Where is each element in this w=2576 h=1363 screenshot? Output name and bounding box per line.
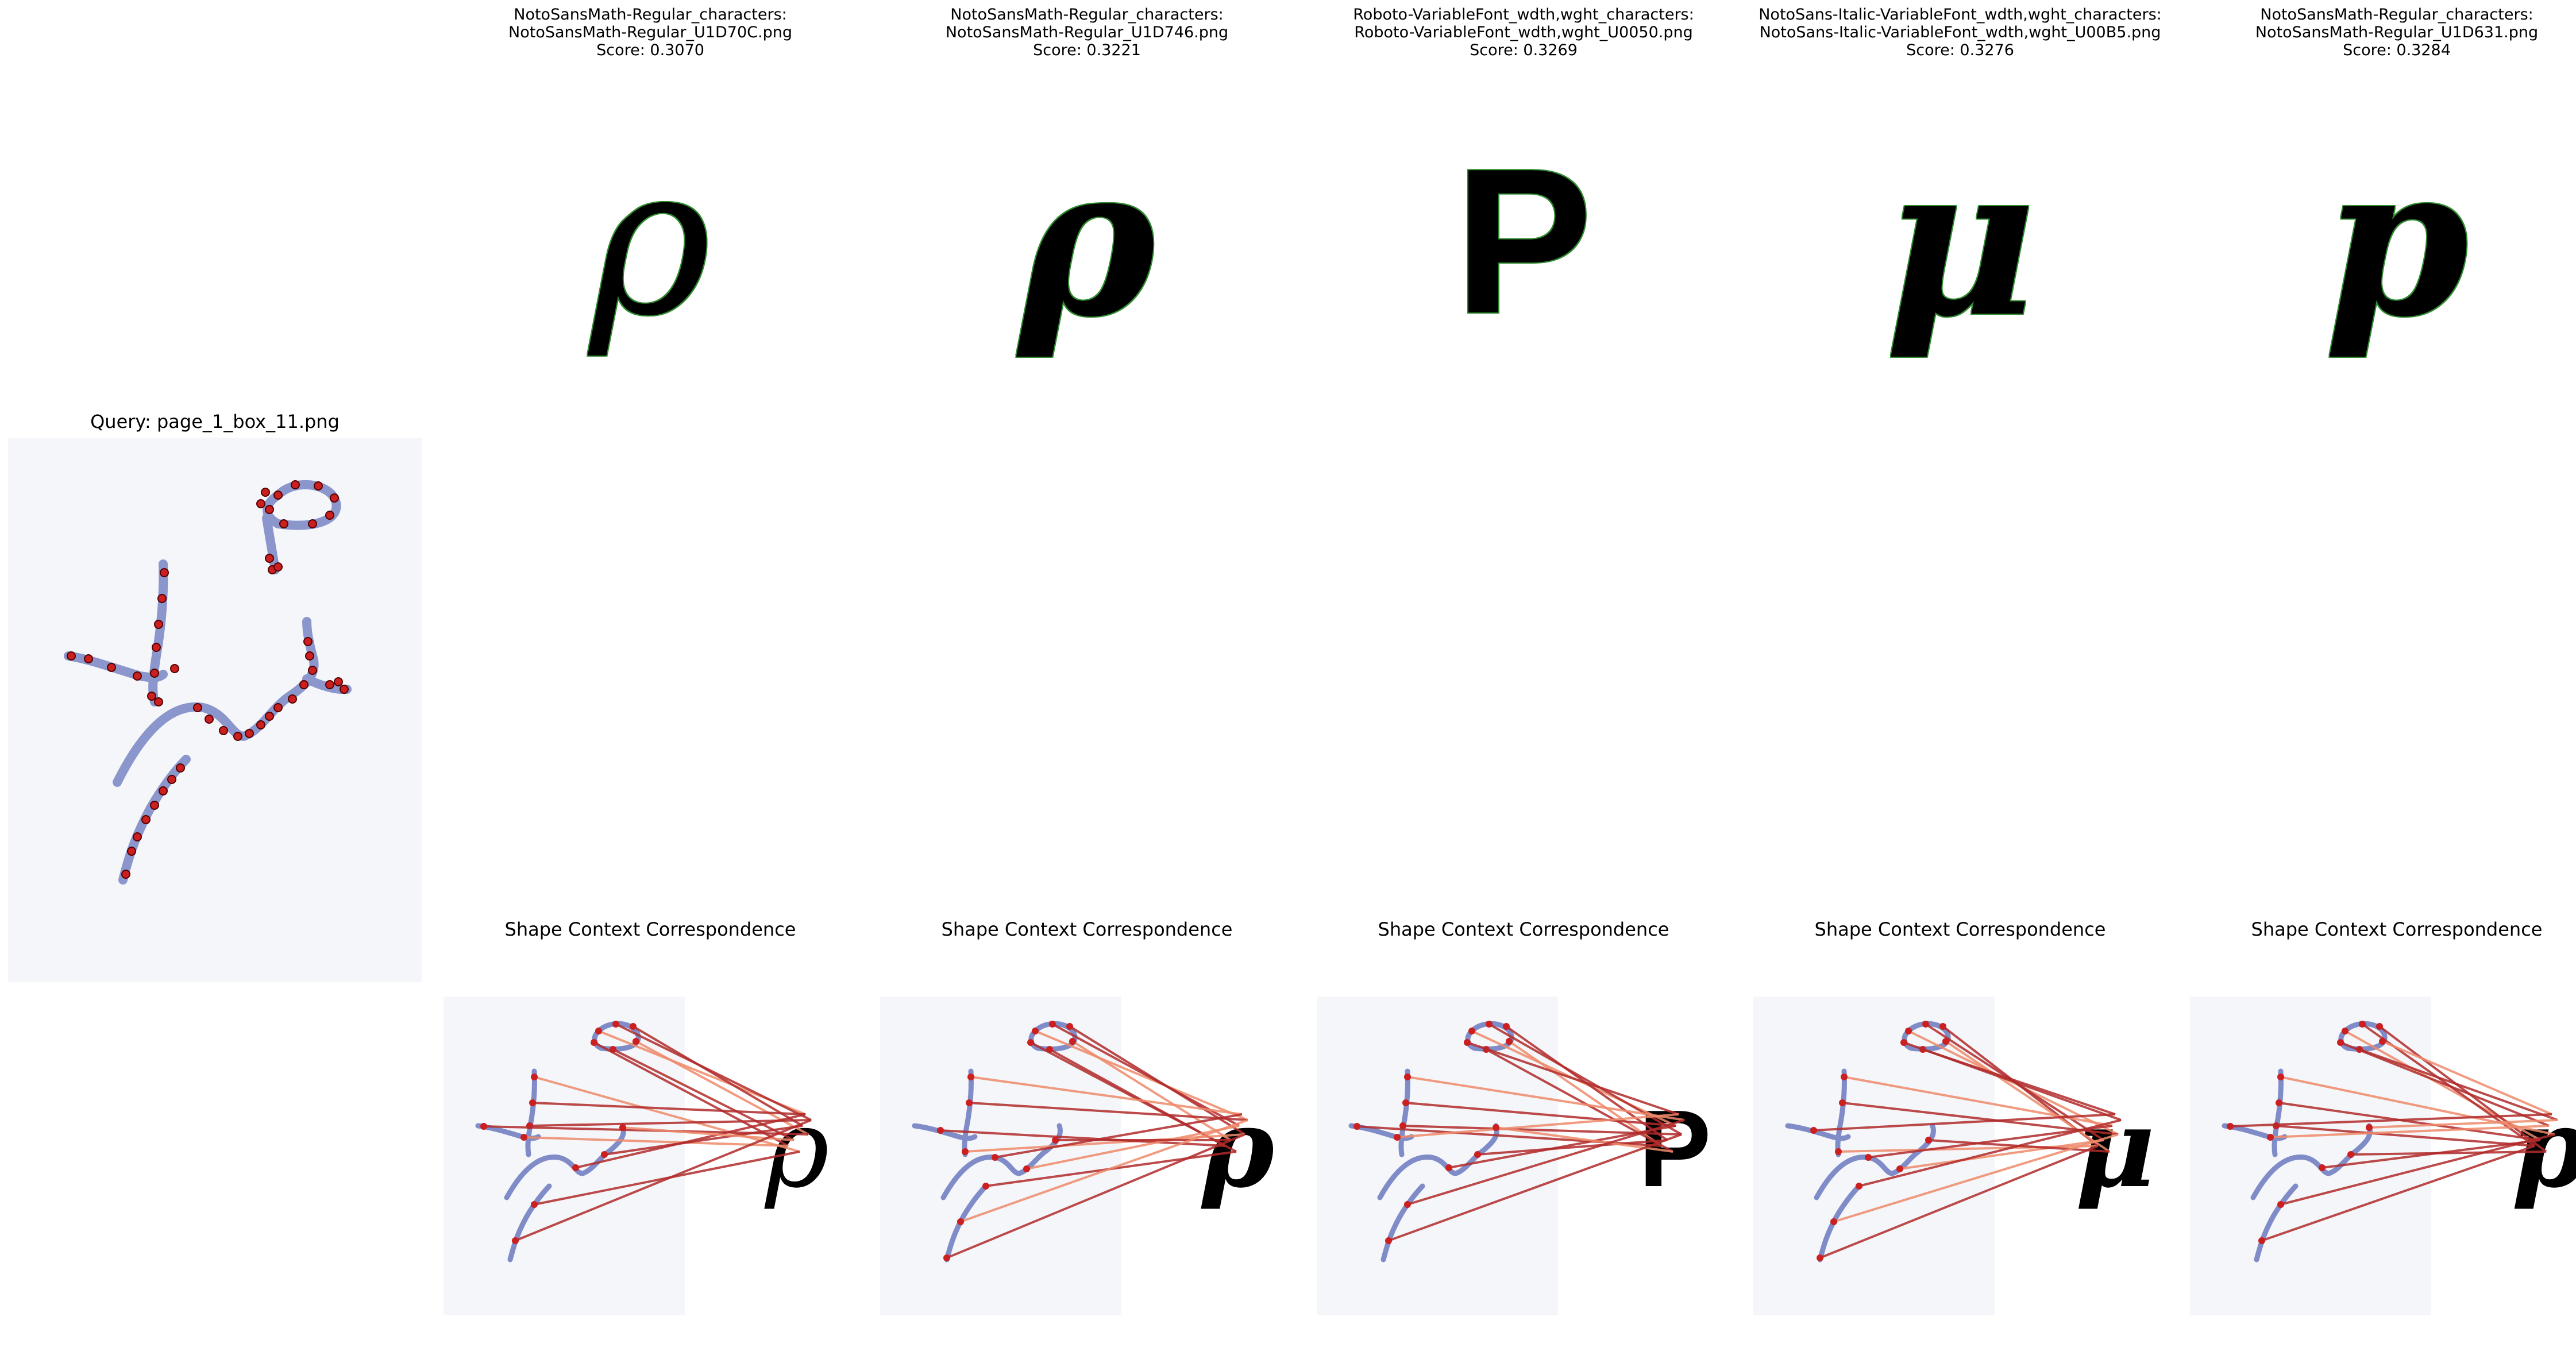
candidate-glyph: μ (1884, 119, 2036, 362)
candidate-line2: NotoSansMath-Regular_U1D631.png (2255, 24, 2539, 41)
candidate-title: NotoSansMath-Regular_characters: NotoSans… (432, 6, 869, 59)
candidate-line1: NotoSansMath-Regular_characters: (514, 6, 787, 24)
candidate-line1: NotoSansMath-Regular_characters: (2260, 6, 2533, 24)
candidate-line2: NotoSans-Italic-VariableFont_wdth,wght_U… (1759, 24, 2161, 41)
candidate-line2: NotoSansMath-Regular_U1D746.png (945, 24, 1229, 41)
candidate-line2: NotoSansMath-Regular_U1D70C.png (508, 24, 792, 41)
candidate-line1: NotoSansMath-Regular_characters: (950, 6, 1224, 24)
correspondence-plot: ρ (444, 997, 830, 1315)
candidate-score: Score: 0.3221 (1033, 41, 1141, 59)
correspondence-glyph: μ (2075, 1084, 2155, 1212)
candidate-glyph: ρ (1018, 119, 1156, 362)
query-image (8, 438, 422, 982)
correspondence-lines (937, 1021, 1248, 1261)
correspondence-lines (2227, 1021, 2558, 1244)
correspondence-title: Shape Context Correspondence (941, 918, 1233, 940)
correspondence-glyph: p (2512, 1084, 2576, 1212)
candidate-glyph: ρ (589, 121, 711, 361)
candidate-glyph: p (2324, 119, 2469, 362)
query-title: Query: page_1_box_11.png (90, 411, 340, 433)
correspondence-plot: P (1317, 997, 1711, 1315)
candidate-score: Score: 0.3276 (1906, 41, 2014, 59)
candidate-title: Roboto-VariableFont_wdth,wght_characters… (1305, 6, 1742, 59)
correspondence-lines (1353, 1021, 1685, 1244)
correspondence-title: Shape Context Correspondence (1378, 918, 1669, 940)
correspondence-title: Shape Context Correspondence (2251, 918, 2543, 940)
candidate-score: Score: 0.3269 (1470, 41, 1578, 59)
correspondence-lines (480, 1021, 812, 1244)
candidate-line1: Roboto-VariableFont_wdth,wght_characters… (1353, 6, 1694, 24)
candidate-score: Score: 0.3284 (2343, 41, 2451, 59)
candidate-title: NotoSansMath-Regular_characters: NotoSans… (2178, 6, 2576, 59)
correspondence-title: Shape Context Correspondence (1814, 918, 2106, 940)
correspondence-plot: p (2190, 997, 2576, 1315)
candidate-score: Score: 0.3070 (596, 41, 704, 59)
candidate-line2: Roboto-VariableFont_wdth,wght_U0050.png (1354, 24, 1693, 41)
query-feature-points (67, 480, 349, 879)
candidate-title: NotoSansMath-Regular_characters: NotoSans… (869, 6, 1305, 59)
correspondence-plot: ρ (880, 997, 1275, 1315)
candidate-title: NotoSans-Italic-VariableFont_wdth,wght_c… (1742, 6, 2178, 59)
candidate-line1: NotoSans-Italic-VariableFont_wdth,wght_c… (1759, 6, 2162, 24)
correspondence-glyph: ρ (764, 1085, 830, 1212)
candidate-glyph: P (1454, 126, 1593, 357)
correspondence-title: Shape Context Correspondence (504, 918, 796, 940)
correspondence-plot: μ (1753, 997, 2155, 1315)
correspondence-lines (1810, 1021, 2122, 1261)
